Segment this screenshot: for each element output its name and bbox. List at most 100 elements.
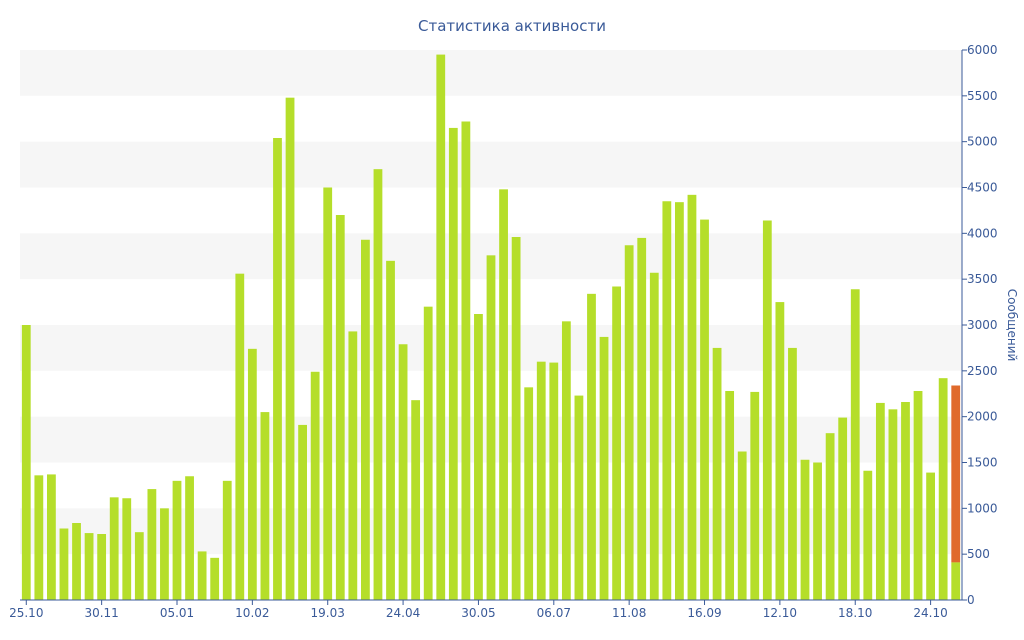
- bar: [235, 273, 245, 600]
- bar: [423, 306, 433, 600]
- bar: [863, 470, 873, 600]
- bar: [524, 387, 534, 600]
- bar: [737, 451, 747, 600]
- bar: [323, 187, 333, 600]
- bar: [273, 138, 282, 600]
- bar: [511, 237, 521, 600]
- bar: [97, 534, 107, 600]
- bar: [185, 476, 194, 600]
- bar: [310, 371, 320, 600]
- bar: [612, 286, 621, 600]
- bar: [750, 391, 760, 600]
- bar: [762, 220, 772, 600]
- bar: [587, 293, 596, 600]
- grid-band: [20, 141, 962, 188]
- bar: [398, 344, 408, 600]
- bar: [838, 417, 848, 600]
- bar: [800, 459, 810, 600]
- bar: [875, 402, 885, 600]
- y-tick-label: 1500: [967, 456, 998, 470]
- bar: [788, 347, 797, 600]
- y-tick-label: 4500: [967, 181, 998, 195]
- bar: [386, 260, 395, 600]
- bar: [122, 498, 132, 600]
- bar: [888, 409, 898, 600]
- y-tick-label: 5000: [967, 135, 998, 149]
- bar: [59, 528, 69, 600]
- y-tick-label: 3000: [967, 318, 998, 332]
- bar: [373, 169, 383, 600]
- x-tick-label: 25.10: [9, 606, 43, 620]
- bar: [461, 121, 471, 600]
- grid-band: [20, 50, 962, 96]
- bar: [260, 412, 270, 600]
- bar: [637, 237, 647, 600]
- x-tick-label: 19.03: [311, 606, 345, 620]
- y-axis-label: Сообщений: [1005, 289, 1019, 362]
- bar: [210, 557, 220, 600]
- y-tick-label: 0: [967, 593, 975, 607]
- x-tick-label: 10.02: [235, 606, 269, 620]
- grid-bands: [20, 50, 962, 555]
- bar: [813, 462, 822, 600]
- bar: [109, 497, 119, 600]
- bar: [21, 325, 31, 600]
- x-tick-label: 24.04: [386, 606, 420, 620]
- x-tick-label: 12.10: [763, 606, 797, 620]
- x-tick-label: 05.01: [160, 606, 194, 620]
- bar: [662, 201, 672, 600]
- y-tick-label: 6000: [967, 43, 998, 57]
- bar: [335, 215, 345, 600]
- x-tick-label: 30.05: [461, 606, 495, 620]
- bar: [448, 127, 458, 601]
- bar: [599, 336, 609, 600]
- y-tick-labels: 0 500 1000 1500 2000 2500 3000 3500 4000 4500 5000…: [962, 43, 998, 607]
- bar: [499, 189, 508, 601]
- bar: [486, 255, 496, 601]
- bar: [938, 378, 948, 600]
- bar: [951, 562, 961, 600]
- bar: [47, 474, 56, 600]
- bar: [134, 532, 144, 600]
- x-tick-label: 24.10: [913, 606, 947, 620]
- bar: [725, 391, 735, 600]
- bar: [536, 361, 546, 600]
- x-tick-label: 18.10: [838, 606, 872, 620]
- bar-highlight: [951, 385, 961, 563]
- y-tick-label: 500: [967, 547, 990, 561]
- y-tick-label: 4000: [967, 226, 998, 240]
- x-tick-label: 11.08: [612, 606, 646, 620]
- y-tick-label: 2500: [967, 364, 998, 378]
- bar: [825, 433, 835, 600]
- bar: [348, 331, 358, 600]
- bar: [411, 400, 421, 600]
- bar: [222, 480, 232, 600]
- bar: [700, 219, 709, 601]
- y-tick-label: 3500: [967, 272, 998, 286]
- x-tick-label: 06.07: [537, 606, 571, 620]
- bar: [687, 194, 697, 601]
- bar: [549, 362, 559, 600]
- y-tick-label: 2000: [967, 410, 998, 424]
- y-tick-label: 5500: [967, 89, 998, 103]
- bar: [574, 395, 584, 600]
- bar: [675, 202, 684, 600]
- bar: [561, 321, 571, 600]
- bar: [850, 289, 860, 600]
- bar: [775, 302, 785, 600]
- x-tick-label: 16.09: [687, 606, 721, 620]
- bar: [34, 475, 44, 600]
- bar: [84, 533, 94, 600]
- bar: [72, 523, 81, 600]
- x-tick-label: 30.11: [84, 606, 118, 620]
- bar: [298, 424, 307, 600]
- bar: [147, 489, 157, 600]
- bar: [285, 97, 295, 601]
- bar: [474, 314, 483, 600]
- bar: [649, 272, 659, 600]
- bar: [712, 347, 722, 600]
- bar: [901, 402, 910, 600]
- bar: [160, 508, 169, 600]
